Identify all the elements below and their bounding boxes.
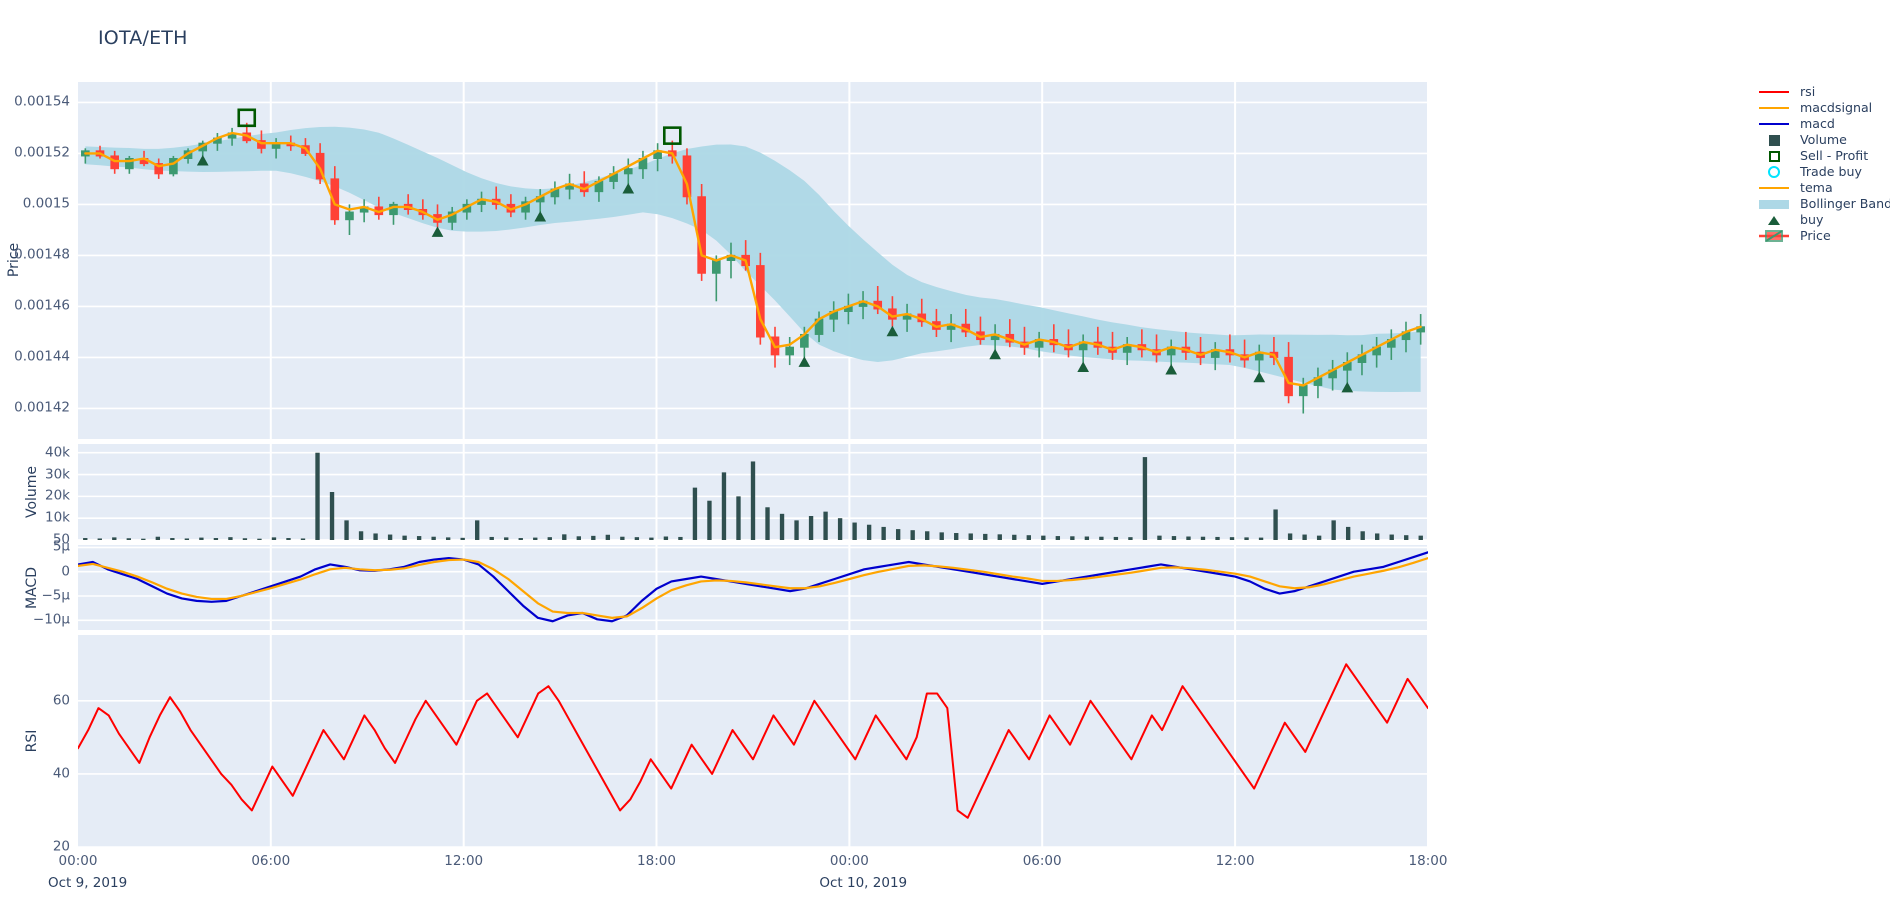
legend-item-sell-profit[interactable]: Sell - Profit — [1756, 148, 1886, 164]
legend-item-macdsignal[interactable]: macdsignal — [1756, 100, 1886, 116]
rsi-ytick-2: 20 — [52, 838, 70, 855]
trade-buy-marker-icon — [1756, 164, 1792, 180]
price-ytick-3: 0.00148 — [14, 246, 70, 263]
rsi-axis-title: RSI — [24, 729, 40, 753]
legend-item-label: Sell - Profit — [1800, 148, 1869, 163]
legend-square-icon — [1756, 132, 1792, 148]
page-title: IOTA/ETH — [98, 27, 188, 49]
volume-ytick-3: 10k — [45, 509, 70, 526]
legend-item-macd[interactable]: macd — [1756, 116, 1886, 132]
legend-item-label: macdsignal — [1800, 100, 1873, 115]
xtick-1: 06:00 — [251, 853, 291, 869]
x-date-label-0: Oct 9, 2019 — [48, 875, 128, 891]
price-plot-svg — [78, 82, 1428, 439]
legend-item-label: Volume — [1800, 132, 1847, 147]
price-ytick-1: 0.00152 — [14, 144, 70, 161]
xtick-0: 00:00 — [58, 853, 98, 869]
legend-square-swatch — [1768, 134, 1780, 146]
price-ytick-5: 0.00144 — [14, 348, 70, 365]
legend-item-label: tema — [1800, 180, 1833, 195]
volume-plot-svg — [78, 444, 1428, 540]
rsi-ytick-1: 40 — [52, 765, 70, 782]
legend-line-icon — [1756, 180, 1792, 196]
legend-item-label: Price — [1800, 228, 1831, 243]
legend-item-label: Trade buy — [1800, 164, 1862, 179]
bollinger-band-icon — [1756, 196, 1792, 212]
macd-ytick-0: 5µ — [52, 538, 70, 555]
rsi-chart-panel[interactable] — [78, 635, 1428, 847]
macd-ytick-1: 0 — [61, 562, 70, 579]
x-date-label-1: Oct 10, 2019 — [819, 875, 908, 891]
volume-chart-panel[interactable] — [78, 444, 1428, 540]
volume-ytick-4: 50 — [52, 531, 70, 548]
price-ytick-4: 0.00146 — [14, 297, 70, 314]
legend-open-square-swatch — [1768, 150, 1780, 162]
legend-item-trade-buy[interactable]: Trade buy — [1756, 164, 1886, 180]
xtick-3: 18:00 — [637, 853, 676, 869]
price-ytick-6: 0.00142 — [14, 399, 70, 416]
xtick-5: 06:00 — [1022, 853, 1062, 869]
legend-line-icon — [1756, 116, 1792, 132]
legend-line-icon — [1756, 100, 1792, 116]
legend-line-icon — [1756, 84, 1792, 100]
legend-item-volume[interactable]: Volume — [1756, 132, 1886, 148]
xtick-7: 18:00 — [1408, 853, 1448, 869]
volume-ytick-1: 30k — [45, 465, 70, 482]
buy-marker-icon — [1756, 212, 1792, 228]
price-chart-panel[interactable] — [78, 82, 1428, 439]
legend-item-buy[interactable]: buy — [1756, 212, 1886, 228]
xtick-2: 12:00 — [444, 853, 484, 869]
legend-item-label: rsi — [1800, 84, 1816, 99]
legend-line-swatch — [1759, 186, 1789, 190]
macd-chart-panel[interactable] — [78, 545, 1428, 630]
legend-line-swatch — [1759, 90, 1789, 94]
chart-legend[interactable]: rsi macdsignal macd Volume Sell - Profit Trad… — [1756, 84, 1890, 244]
xtick-4: 00:00 — [829, 853, 869, 869]
macd-ytick-3: −10µ — [32, 611, 70, 628]
legend-open-circle-swatch — [1768, 166, 1780, 178]
legend-item-label: Bollinger Band — [1800, 196, 1890, 211]
xtick-6: 12:00 — [1215, 853, 1255, 869]
rsi-ytick-0: 60 — [52, 692, 70, 709]
macd-plot-svg — [78, 545, 1428, 630]
legend-triangle-swatch — [1768, 215, 1780, 225]
legend-item-rsi[interactable]: rsi — [1756, 84, 1886, 100]
volume-ytick-2: 20k — [45, 487, 70, 504]
legend-item-tema[interactable]: tema — [1756, 180, 1886, 196]
macd-ytick-2: −5µ — [41, 587, 71, 604]
sell-profit-marker-icon — [1756, 148, 1792, 164]
rsi-plot-svg — [78, 635, 1428, 847]
legend-item-label: buy — [1800, 212, 1824, 227]
legend-line-swatch — [1759, 122, 1789, 126]
price-ytick-0: 0.00154 — [14, 93, 70, 110]
price-ytick-2: 0.0015 — [22, 195, 70, 212]
legend-line-swatch — [1759, 106, 1789, 110]
candlestick-icon — [1759, 230, 1789, 242]
legend-item-bollinger-band[interactable]: Bollinger Band — [1756, 196, 1890, 212]
legend-item-label: macd — [1800, 116, 1835, 131]
price-candle-icon — [1756, 228, 1792, 244]
legend-item-price[interactable]: Price — [1756, 228, 1886, 244]
volume-ytick-0: 40k — [45, 443, 70, 460]
legend-band-swatch — [1759, 199, 1789, 209]
